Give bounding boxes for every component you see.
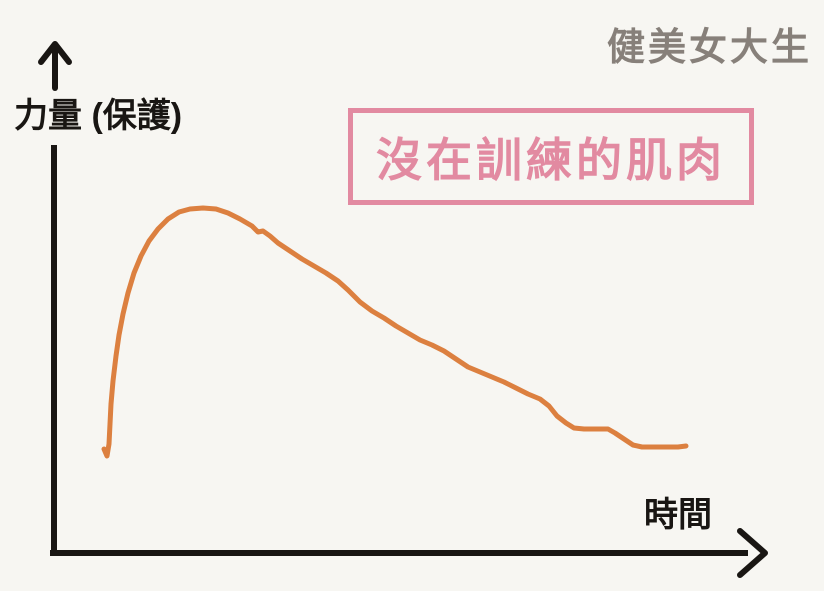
- strength-curve: [101, 205, 689, 459]
- y-axis-arrow-icon: [38, 41, 72, 91]
- x-axis-label: 時間: [644, 496, 712, 534]
- chart-title: 沒在訓練的肌肉: [376, 133, 726, 186]
- title-box: 沒在訓練的肌肉: [348, 108, 754, 205]
- watermark: 健美女大生: [606, 27, 812, 69]
- x-axis-arrow-icon: [737, 528, 768, 578]
- y-axis-label: 力量 (保護): [14, 97, 183, 135]
